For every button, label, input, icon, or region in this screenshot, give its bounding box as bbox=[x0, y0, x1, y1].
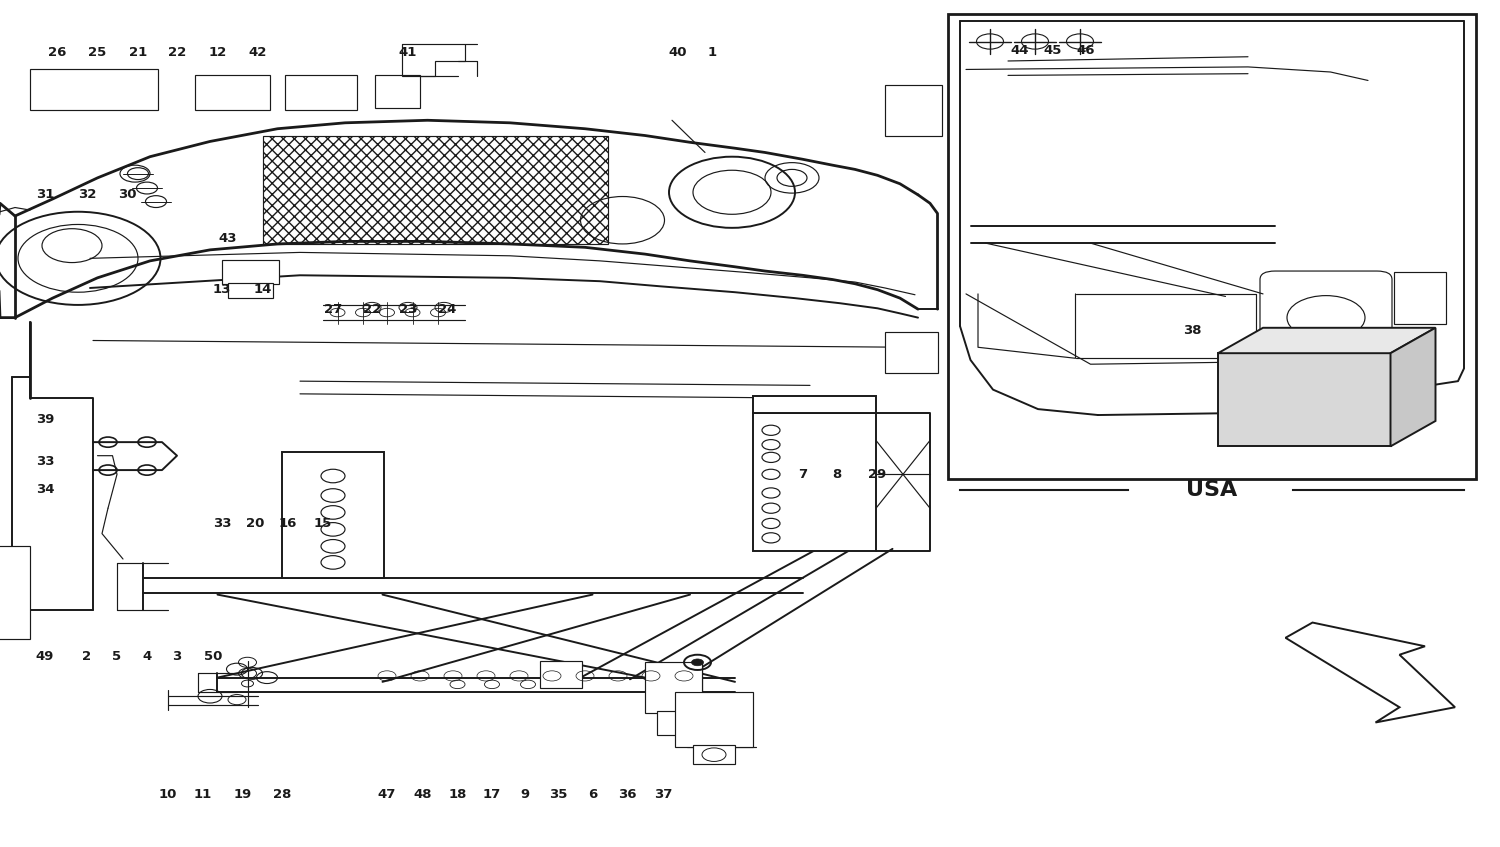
Bar bbox=[1394, 272, 1446, 324]
Text: USA: USA bbox=[1186, 479, 1237, 500]
Text: 33: 33 bbox=[36, 455, 54, 468]
Bar bbox=[222, 260, 279, 284]
Text: 27: 27 bbox=[324, 302, 342, 316]
Text: 41: 41 bbox=[399, 46, 417, 59]
Text: 20: 20 bbox=[246, 517, 264, 530]
Text: 43: 43 bbox=[219, 232, 237, 246]
Text: 16: 16 bbox=[279, 517, 297, 530]
Text: 46: 46 bbox=[1077, 44, 1095, 58]
Bar bbox=[657, 711, 699, 735]
Text: 29: 29 bbox=[868, 468, 886, 481]
Text: 30: 30 bbox=[118, 188, 136, 202]
Text: 15: 15 bbox=[314, 517, 332, 530]
Text: 31: 31 bbox=[36, 188, 54, 202]
Polygon shape bbox=[1286, 623, 1455, 722]
Text: 34: 34 bbox=[36, 483, 54, 496]
Text: 33: 33 bbox=[213, 517, 231, 530]
Text: 45: 45 bbox=[1044, 44, 1062, 58]
Bar bbox=[645, 662, 702, 713]
Text: 2: 2 bbox=[82, 650, 92, 663]
Bar bbox=[228, 283, 273, 298]
Bar bbox=[30, 69, 158, 110]
Bar bbox=[195, 75, 270, 110]
Text: 21: 21 bbox=[129, 46, 147, 59]
Text: 42: 42 bbox=[249, 46, 267, 59]
Bar bbox=[693, 745, 735, 764]
Text: 48: 48 bbox=[414, 788, 432, 801]
Bar bbox=[948, 14, 1476, 479]
Text: 26: 26 bbox=[48, 46, 66, 59]
Text: 28: 28 bbox=[273, 788, 291, 801]
Bar bbox=[375, 75, 420, 108]
Text: 6: 6 bbox=[588, 788, 597, 801]
Text: 12: 12 bbox=[209, 46, 226, 59]
Text: 3: 3 bbox=[172, 650, 182, 663]
Text: 19: 19 bbox=[234, 788, 252, 801]
Text: 36: 36 bbox=[618, 788, 636, 801]
Text: 22: 22 bbox=[168, 46, 186, 59]
Bar bbox=[753, 396, 876, 413]
Text: 25: 25 bbox=[88, 46, 106, 59]
FancyBboxPatch shape bbox=[1260, 271, 1392, 364]
Text: 24: 24 bbox=[438, 302, 456, 316]
Text: 49: 49 bbox=[36, 650, 54, 663]
Text: 5: 5 bbox=[112, 650, 122, 663]
Bar bbox=[885, 85, 942, 136]
Bar bbox=[0, 546, 30, 639]
Polygon shape bbox=[1390, 328, 1435, 446]
Text: 14: 14 bbox=[254, 283, 272, 296]
Bar bbox=[885, 332, 938, 373]
Bar bbox=[540, 661, 582, 688]
Bar bbox=[675, 692, 753, 747]
Text: 32: 32 bbox=[78, 188, 96, 202]
Text: 38: 38 bbox=[1184, 324, 1202, 337]
Text: 8: 8 bbox=[833, 468, 842, 481]
Text: 10: 10 bbox=[159, 788, 177, 801]
Text: 44: 44 bbox=[1011, 44, 1029, 58]
Bar bbox=[753, 413, 876, 551]
Text: 22: 22 bbox=[363, 302, 381, 316]
Text: 7: 7 bbox=[798, 468, 807, 481]
Bar bbox=[285, 75, 357, 110]
Text: 40: 40 bbox=[669, 46, 687, 59]
Text: 18: 18 bbox=[448, 788, 466, 801]
Text: 4: 4 bbox=[142, 650, 152, 663]
Text: 17: 17 bbox=[483, 788, 501, 801]
Bar bbox=[282, 452, 384, 578]
Text: 39: 39 bbox=[36, 412, 54, 426]
Circle shape bbox=[692, 659, 703, 666]
Text: 23: 23 bbox=[399, 302, 417, 316]
Text: 37: 37 bbox=[654, 788, 672, 801]
Text: 9: 9 bbox=[520, 788, 530, 801]
Text: 11: 11 bbox=[194, 788, 211, 801]
Text: 1: 1 bbox=[708, 46, 717, 59]
Bar bbox=[1218, 353, 1390, 446]
Text: 47: 47 bbox=[378, 788, 396, 801]
Text: 13: 13 bbox=[213, 283, 231, 296]
Text: 50: 50 bbox=[204, 650, 222, 663]
Polygon shape bbox=[1218, 328, 1435, 353]
Text: 35: 35 bbox=[549, 788, 567, 801]
Bar bbox=[262, 136, 608, 244]
